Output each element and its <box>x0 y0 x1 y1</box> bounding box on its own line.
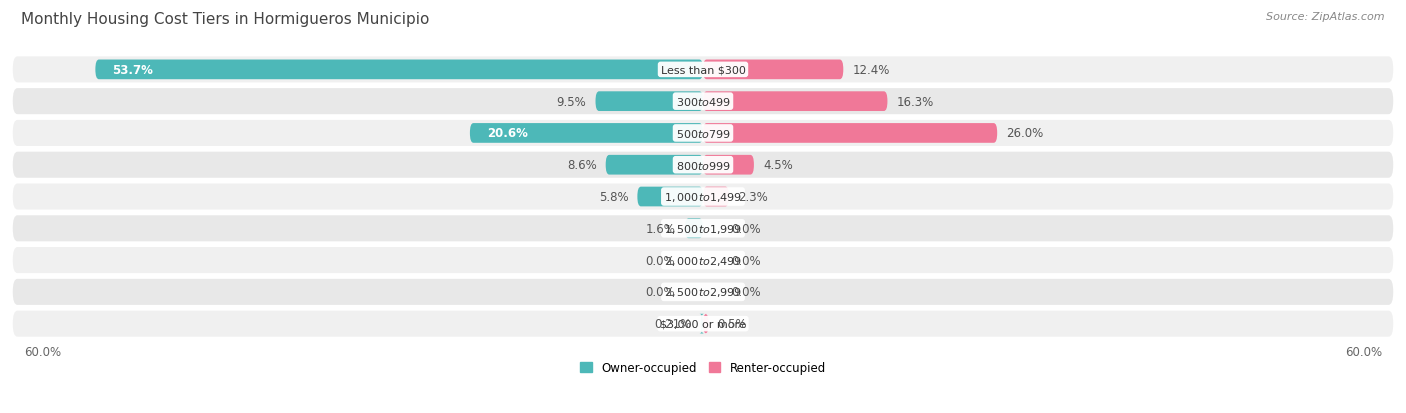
Text: $1,000 to $1,499: $1,000 to $1,499 <box>664 190 742 204</box>
Text: 2.3%: 2.3% <box>738 190 768 204</box>
Text: Monthly Housing Cost Tiers in Hormigueros Municipio: Monthly Housing Cost Tiers in Hormiguero… <box>21 12 429 27</box>
FancyBboxPatch shape <box>703 60 844 80</box>
Text: 0.0%: 0.0% <box>731 254 761 267</box>
Text: 8.6%: 8.6% <box>567 159 596 172</box>
FancyBboxPatch shape <box>13 247 1393 273</box>
FancyBboxPatch shape <box>703 187 730 207</box>
FancyBboxPatch shape <box>13 121 1393 147</box>
Text: 53.7%: 53.7% <box>112 64 153 77</box>
Text: Less than $300: Less than $300 <box>661 65 745 75</box>
Text: $2,500 to $2,999: $2,500 to $2,999 <box>664 286 742 299</box>
FancyBboxPatch shape <box>703 314 709 334</box>
Text: 60.0%: 60.0% <box>24 345 62 358</box>
FancyBboxPatch shape <box>470 124 703 143</box>
Text: 16.3%: 16.3% <box>897 95 934 108</box>
Text: $800 to $999: $800 to $999 <box>675 159 731 171</box>
Text: 12.4%: 12.4% <box>852 64 890 77</box>
Text: 26.0%: 26.0% <box>1007 127 1043 140</box>
Legend: Owner-occupied, Renter-occupied: Owner-occupied, Renter-occupied <box>575 356 831 379</box>
Text: 5.8%: 5.8% <box>599 190 628 204</box>
FancyBboxPatch shape <box>703 124 997 143</box>
FancyBboxPatch shape <box>13 279 1393 305</box>
Text: 4.5%: 4.5% <box>763 159 793 172</box>
Text: 60.0%: 60.0% <box>1344 345 1382 358</box>
FancyBboxPatch shape <box>703 92 887 112</box>
FancyBboxPatch shape <box>13 311 1393 337</box>
FancyBboxPatch shape <box>13 89 1393 115</box>
Text: Source: ZipAtlas.com: Source: ZipAtlas.com <box>1267 12 1385 22</box>
Text: $500 to $799: $500 to $799 <box>675 128 731 140</box>
FancyBboxPatch shape <box>606 156 703 175</box>
FancyBboxPatch shape <box>700 314 704 334</box>
FancyBboxPatch shape <box>13 184 1393 210</box>
Text: $2,000 to $2,499: $2,000 to $2,499 <box>664 254 742 267</box>
Text: $1,500 to $1,999: $1,500 to $1,999 <box>664 222 742 235</box>
Text: 0.0%: 0.0% <box>645 254 675 267</box>
FancyBboxPatch shape <box>637 187 703 207</box>
Text: 20.6%: 20.6% <box>486 127 527 140</box>
FancyBboxPatch shape <box>13 152 1393 178</box>
Text: 1.6%: 1.6% <box>645 222 676 235</box>
FancyBboxPatch shape <box>703 156 754 175</box>
FancyBboxPatch shape <box>13 216 1393 242</box>
FancyBboxPatch shape <box>685 219 703 239</box>
FancyBboxPatch shape <box>596 92 703 112</box>
FancyBboxPatch shape <box>96 60 703 80</box>
Text: 0.0%: 0.0% <box>645 286 675 299</box>
FancyBboxPatch shape <box>13 57 1393 83</box>
Text: 0.5%: 0.5% <box>717 317 748 330</box>
Text: 0.21%: 0.21% <box>654 317 692 330</box>
Text: 0.0%: 0.0% <box>731 222 761 235</box>
Text: 0.0%: 0.0% <box>731 286 761 299</box>
Text: $3,000 or more: $3,000 or more <box>661 319 745 329</box>
Text: 9.5%: 9.5% <box>557 95 586 108</box>
Text: $300 to $499: $300 to $499 <box>675 96 731 108</box>
